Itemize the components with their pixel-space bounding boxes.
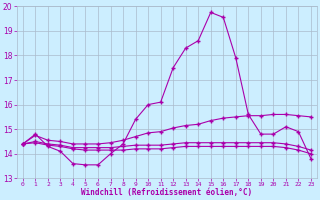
X-axis label: Windchill (Refroidissement éolien,°C): Windchill (Refroidissement éolien,°C): [81, 188, 252, 197]
